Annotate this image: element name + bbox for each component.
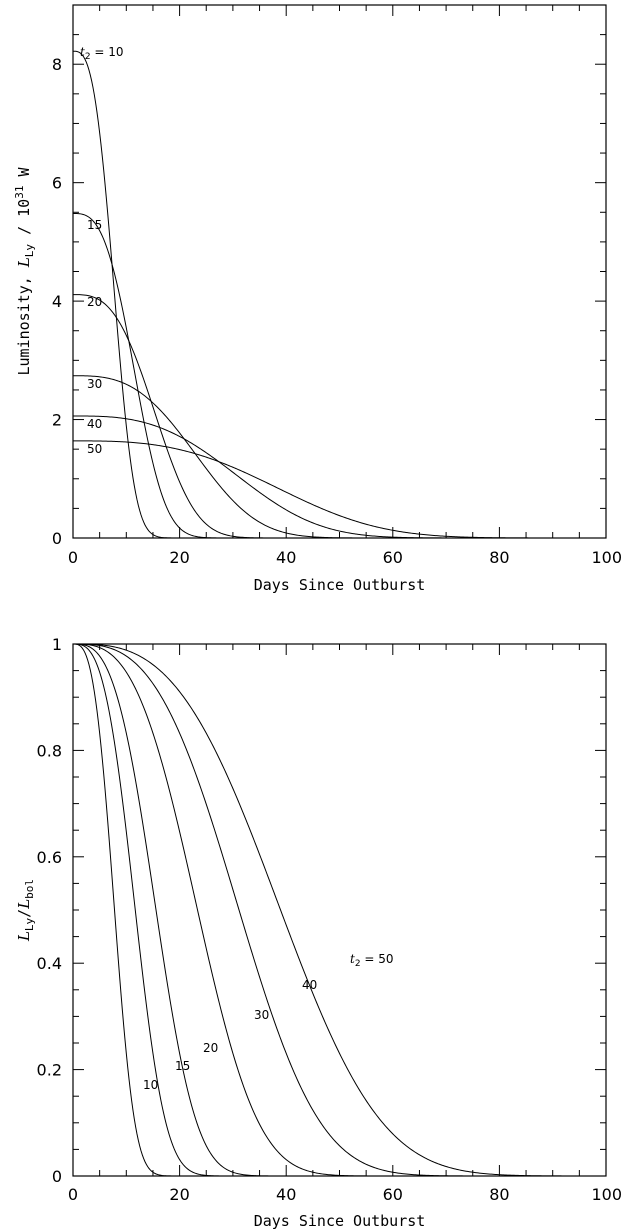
ratio-y-label-symbol2: L: [15, 899, 33, 910]
ratio-series-label-30: 30: [254, 1008, 269, 1022]
ratio-y-tick-label: 0: [52, 1167, 62, 1186]
ratio-y-tick-label: 0.4: [37, 954, 62, 973]
luminosity-series-label-15: 15: [87, 218, 102, 232]
ratio-series-label-50: t2 = 50: [350, 952, 394, 969]
luminosity-y-label-unit-prefix: / 10: [15, 199, 33, 244]
ratio-series-line-30: [73, 643, 606, 1177]
luminosity-series-label-50: 50: [87, 442, 102, 456]
ratio-x-tick-label: 40: [276, 1185, 296, 1204]
ratio-y-tick-label: 1: [52, 635, 62, 654]
luminosity-y-label-prefix: Luminosity,: [15, 267, 33, 375]
luminosity-x-tick-label: 0: [68, 548, 78, 567]
ratio-series-label-50-text: = 50: [361, 952, 394, 966]
luminosity-series-label-10-subscript: 2: [85, 52, 91, 62]
luminosity-y-tick-label: 2: [52, 411, 62, 430]
luminosity-x-axis-label: Days Since Outburst: [254, 576, 426, 594]
luminosity-y-label-symbol: L: [15, 257, 33, 268]
ratio-y-axis-label: LLy/Lbol: [15, 879, 36, 942]
luminosity-chart: 0 20 40 60 80 100 0 2 4 6 8 Days Since O…: [13, 4, 622, 594]
ratio-ticks: [72, 643, 607, 1177]
luminosity-series-line-20: [73, 294, 606, 539]
luminosity-series-line-15: [73, 212, 606, 539]
ratio-series-label-50-subscript: 2: [355, 959, 361, 969]
ratio-series-line-10: [72, 643, 606, 1177]
ratio-x-tick-labels: 0 20 40 60 80 100: [68, 1185, 622, 1204]
luminosity-series-label-30: 30: [87, 377, 102, 391]
ratio-series-label-15: 15: [175, 1059, 190, 1073]
ratio-series-line-20: [73, 643, 606, 1177]
ratio-y-tick-labels: 0 0.2 0.4 0.6 0.8 1: [37, 635, 62, 1186]
ratio-chart: 0 20 40 60 80 100 0 0.2 0.4 0.6 0.8 1 Da…: [15, 635, 622, 1230]
ratio-x-tick-label: 20: [169, 1185, 189, 1204]
ratio-series-label-40: 40: [302, 978, 317, 992]
luminosity-y-tick-label: 4: [52, 292, 62, 311]
ratio-y-tick-label: 0.2: [37, 1061, 62, 1080]
ratio-series-line-40: [73, 643, 606, 1177]
luminosity-series-label-10: t2 = 10: [80, 45, 124, 62]
ratio-series-label-10: 10: [143, 1078, 158, 1092]
luminosity-curve-labels: t2 = 10 15 20 30 40 50: [80, 45, 124, 456]
ratio-x-tick-label: 0: [68, 1185, 78, 1204]
ratio-series-label-50-symbol: t: [350, 952, 355, 966]
luminosity-y-label-subscript: Ly: [23, 244, 36, 258]
luminosity-series-line-40: [73, 415, 606, 539]
luminosity-series-label-40: 40: [87, 417, 102, 431]
luminosity-plot-frame: [72, 4, 607, 539]
luminosity-y-tick-label: 6: [52, 174, 62, 193]
ratio-x-tick-label: 80: [489, 1185, 509, 1204]
luminosity-ticks: [72, 4, 607, 539]
luminosity-y-tick-label: 0: [52, 529, 62, 548]
luminosity-x-tick-label: 40: [276, 548, 296, 567]
ratio-y-label-slash: /: [15, 909, 33, 918]
luminosity-x-tick-label: 80: [489, 548, 509, 567]
ratio-x-tick-label: 100: [591, 1185, 622, 1204]
luminosity-series-label-20: 20: [87, 295, 102, 309]
ratio-x-axis-label: Days Since Outburst: [254, 1212, 426, 1230]
ratio-y-label-subscript1: Ly: [23, 917, 36, 931]
luminosity-x-tick-label: 100: [591, 548, 622, 567]
ratio-y-tick-label: 0.8: [37, 741, 62, 760]
luminosity-y-label-unit: W: [15, 167, 33, 186]
ratio-plot-frame: [72, 643, 607, 1177]
luminosity-series-line-50: [73, 440, 606, 539]
luminosity-series-label-10-text: = 10: [91, 45, 124, 59]
ratio-series-label-20: 20: [203, 1041, 218, 1055]
luminosity-series-line-30: [73, 375, 606, 539]
ratio-y-label-subscript2: bol: [23, 879, 36, 899]
ratio-series-line-50: [73, 643, 606, 1177]
ratio-series-line-15: [73, 643, 606, 1177]
luminosity-series-label-10-symbol: t: [80, 45, 85, 59]
luminosity-y-tick-labels: 0 2 4 6 8: [52, 55, 62, 548]
luminosity-x-tick-label: 60: [383, 548, 403, 567]
ratio-x-tick-label: 60: [383, 1185, 403, 1204]
luminosity-x-tick-labels: 0 20 40 60 80 100: [68, 548, 622, 567]
ratio-curves: [72, 643, 606, 1177]
ratio-curve-labels: 10 15 20 30 40 t2 = 50: [143, 952, 394, 1092]
luminosity-curves: [72, 50, 606, 539]
luminosity-y-label-exponent: 31: [13, 186, 26, 199]
luminosity-y-axis-label: Luminosity, LLy / 1031 W: [13, 167, 36, 376]
luminosity-x-tick-label: 20: [169, 548, 189, 567]
ratio-y-tick-label: 0.6: [37, 848, 62, 867]
ratio-y-label-symbol1: L: [15, 931, 33, 942]
luminosity-y-tick-label: 8: [52, 55, 62, 74]
